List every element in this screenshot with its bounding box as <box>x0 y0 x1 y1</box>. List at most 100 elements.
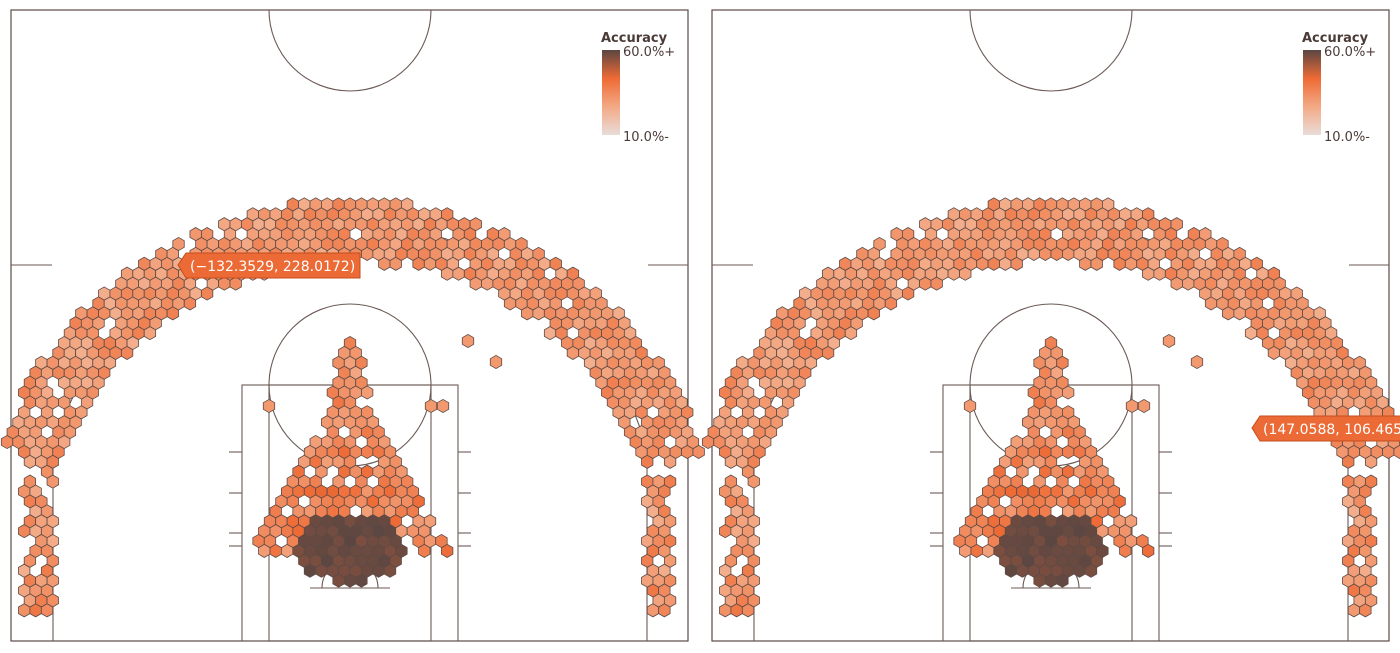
hexbin-cell[interactable] <box>489 354 503 370</box>
hexbin-cell[interactable] <box>549 256 562 271</box>
hexbin-cell[interactable] <box>1125 398 1139 414</box>
hexbin-cell[interactable] <box>1290 286 1303 301</box>
hexbin-cell[interactable] <box>435 533 448 549</box>
hexbin-cell[interactable] <box>1102 197 1115 212</box>
hexbin-cell[interactable] <box>469 217 482 232</box>
hexbin-cell[interactable] <box>1062 405 1075 420</box>
hexbin-cell[interactable] <box>1124 514 1138 529</box>
hexbin-cell[interactable] <box>298 197 311 212</box>
hexbin-cell[interactable] <box>1187 227 1201 242</box>
hexbin-cell[interactable] <box>1353 474 1366 489</box>
hexbin-cell[interactable] <box>1267 266 1281 281</box>
hexbin-cell[interactable] <box>138 256 151 271</box>
hexbin-cell[interactable] <box>1190 354 1204 370</box>
hexbin-cell[interactable] <box>366 197 379 212</box>
hexbin-cell[interactable] <box>1364 474 1378 489</box>
hexbin-cell[interactable] <box>258 207 271 222</box>
hexbin-cell[interactable] <box>486 227 500 242</box>
hexbin-cell[interactable] <box>919 217 932 232</box>
hexbin-cell[interactable] <box>1170 217 1183 232</box>
hexbin-cell[interactable] <box>1010 434 1023 450</box>
hexbin-cell[interactable] <box>332 197 345 212</box>
hexbin-cell[interactable] <box>1136 533 1149 549</box>
court-svg-right[interactable]: Accuracy 60.0%+ 10.0%- (147.0588, 106.46… <box>701 0 1400 653</box>
hexbin-cell[interactable] <box>612 306 625 321</box>
hexbin-cell[interactable] <box>35 355 48 370</box>
hexbin-layer[interactable] <box>701 197 1400 618</box>
hexbin-cell[interactable] <box>963 398 977 414</box>
hexbin-cell[interactable] <box>1119 207 1132 222</box>
hexbin-cell[interactable] <box>1250 256 1263 271</box>
hexbin-cell[interactable] <box>532 246 545 261</box>
hexbin-cell[interactable] <box>987 197 1000 212</box>
hexbin-cell[interactable] <box>799 286 812 301</box>
hexbin-cell[interactable] <box>821 266 835 281</box>
hexbin-cell[interactable] <box>641 474 654 489</box>
hexbin-cell[interactable] <box>930 217 943 232</box>
hexbin-cell[interactable] <box>1056 197 1069 212</box>
hexbin-cell[interactable] <box>839 256 852 271</box>
hexbin-cell[interactable] <box>736 355 749 370</box>
hexbin-cell[interactable] <box>1162 333 1176 349</box>
hexbin-cell[interactable] <box>1062 464 1075 479</box>
hexbin-cell[interactable] <box>1033 197 1046 212</box>
hexbin-cell[interactable] <box>361 464 374 479</box>
hexbin-cell[interactable] <box>229 217 242 232</box>
hexbin-cell[interactable] <box>652 474 665 489</box>
hexbin-cell[interactable] <box>1342 474 1355 489</box>
hexbin-cell[interactable] <box>418 207 431 222</box>
hexbin-cell[interactable] <box>389 197 402 212</box>
hexbin-cell[interactable] <box>189 227 202 242</box>
hexbin-cell[interactable] <box>200 227 214 242</box>
hexbin-cell[interactable] <box>959 207 972 222</box>
hexbin-cell[interactable] <box>1130 207 1143 222</box>
hexbin-cell[interactable] <box>776 306 789 321</box>
hexbin-cell[interactable] <box>1044 197 1058 212</box>
hexbin-cell[interactable] <box>1010 197 1023 212</box>
hexbin-cell[interactable] <box>1199 227 1212 242</box>
hexbin-cell[interactable] <box>589 286 602 301</box>
hexbin-cell[interactable] <box>401 197 414 212</box>
hexbin-cell[interactable] <box>286 197 299 212</box>
hexbin-cell[interactable] <box>1233 246 1246 261</box>
hexbin-cell[interactable] <box>98 286 111 301</box>
hexbin-cell[interactable] <box>218 217 231 232</box>
hexbin-cell[interactable] <box>947 207 960 222</box>
hexbin-cell[interactable] <box>355 197 368 212</box>
hexbin-cell[interactable] <box>343 335 357 351</box>
hexbin-cell[interactable] <box>890 227 903 242</box>
hexbin-cell[interactable] <box>515 236 528 252</box>
hexbin-cell[interactable] <box>856 246 869 261</box>
hexbin-cell[interactable] <box>321 197 334 212</box>
hexbin-cell[interactable] <box>1090 197 1103 212</box>
hexbin-cell[interactable] <box>441 207 454 222</box>
hexbin-cell[interactable] <box>1216 236 1229 252</box>
hexbin-cell[interactable] <box>429 207 442 222</box>
hexbin-cell[interactable] <box>498 227 511 242</box>
hexbin-cell[interactable] <box>309 434 322 450</box>
hexbin-cell[interactable] <box>120 266 134 281</box>
hexbin-cell[interactable] <box>461 333 475 349</box>
hexbin-cell[interactable] <box>663 474 677 489</box>
hexbin-cell[interactable] <box>566 266 580 281</box>
hexbin-cell[interactable] <box>1067 197 1080 212</box>
hexbin-cell[interactable] <box>309 197 322 212</box>
hexbin-cell[interactable] <box>1353 355 1366 370</box>
hexbin-cell[interactable] <box>1313 306 1326 321</box>
court-svg-left[interactable]: Accuracy 60.0%+ 10.0%- (−132.3529, 228.0… <box>0 0 705 653</box>
hexbin-cell[interactable] <box>901 227 915 242</box>
hexbin-cell[interactable] <box>1159 217 1172 232</box>
hexbin-cell[interactable] <box>436 398 450 414</box>
hexbin-cell[interactable] <box>1022 197 1035 212</box>
hexbin-cell[interactable] <box>1142 207 1155 222</box>
hexbin-cell[interactable] <box>262 398 276 414</box>
hexbin-cell[interactable] <box>652 355 665 370</box>
hexbin-cell[interactable] <box>423 514 437 529</box>
hexbin-cell[interactable] <box>999 197 1012 212</box>
hexbin-cell[interactable] <box>75 306 88 321</box>
hexbin-cell[interactable] <box>361 405 374 420</box>
hexbin-cell[interactable] <box>1044 335 1058 351</box>
hexbin-cell[interactable] <box>155 246 168 261</box>
hexbin-cell[interactable] <box>873 236 886 252</box>
hexbin-cell[interactable] <box>246 207 259 222</box>
